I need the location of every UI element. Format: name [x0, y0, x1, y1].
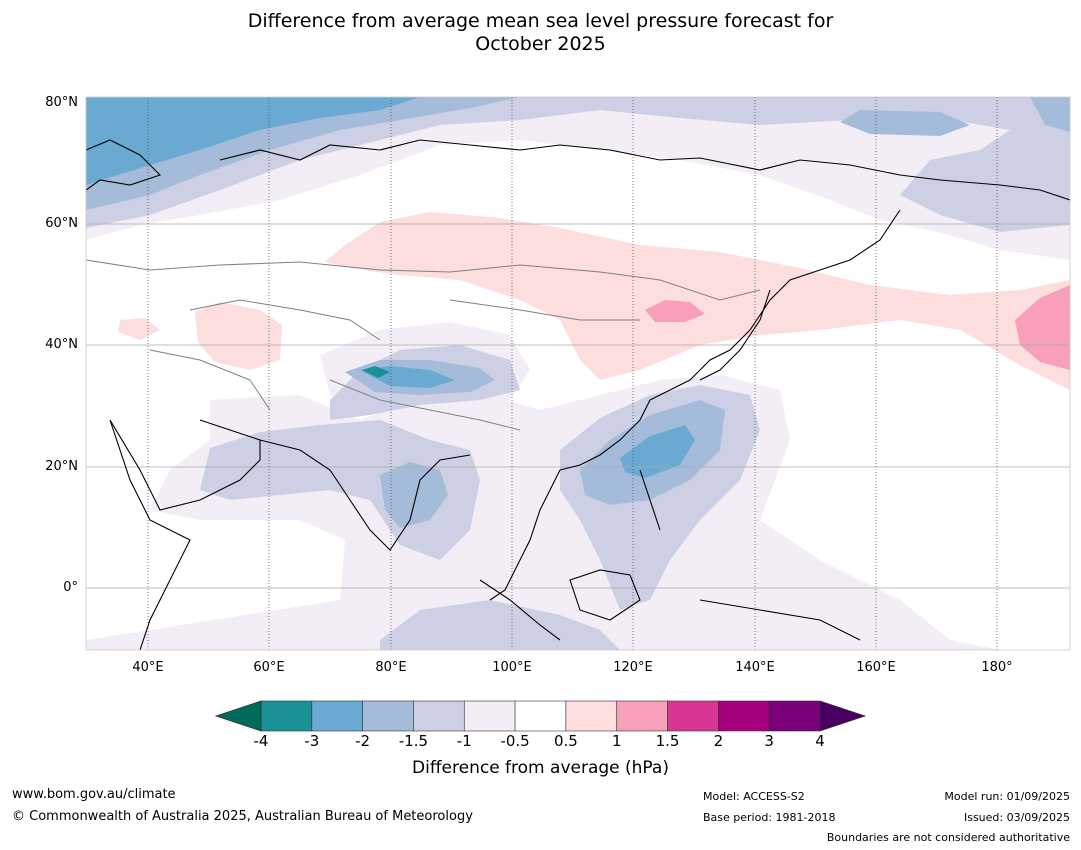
- colorbar-over-arrow: [819, 700, 867, 732]
- colorbar-tick-label: -4: [253, 732, 269, 750]
- lon-label-180: 180°: [981, 660, 1013, 675]
- footer-base-period: Base period: 1981-2018: [703, 811, 836, 824]
- colorbar-under-arrow: [214, 700, 262, 732]
- coastline-borneo: [569, 569, 641, 621]
- anomaly-region-arctic-blue-far-east: [1030, 97, 1070, 132]
- colorbar-tick-label: -3: [304, 732, 320, 750]
- map-title-line1: Difference from average mean sea level p…: [247, 10, 834, 32]
- colorbar-tick-label: 0.5: [553, 732, 578, 750]
- anomaly-region-pacific-strong-positive: [1015, 285, 1070, 370]
- anomaly-region-mongolia-strong-positive: [645, 300, 705, 322]
- footer-disclaimer: Boundaries are not considered authoritat…: [826, 831, 1070, 844]
- colorbar-segment: [667, 700, 719, 732]
- anomaly-region-india-blue: [380, 462, 448, 528]
- coastline-china: [559, 389, 671, 471]
- anomaly-region-arctic-blue-east: [840, 110, 970, 136]
- anomaly-region-indonesia-mid: [380, 600, 620, 650]
- colorbar-tick-label: 2: [713, 732, 724, 750]
- coastline-new-guinea: [699, 599, 861, 641]
- colorbar-segment: [260, 700, 313, 732]
- coastline-india: [259, 439, 471, 551]
- border-russia-south: [86, 259, 761, 301]
- anomaly-region-caspian-positive: [118, 318, 160, 340]
- colorbar-tick-label: 1: [611, 732, 622, 750]
- lon-label-80e: 80°E: [375, 660, 407, 675]
- footer-model-run: Model run: 01/09/2025: [944, 790, 1070, 803]
- lat-label-40n: 40°N: [45, 337, 78, 352]
- colorbar-tick-label: -1.5: [398, 732, 429, 750]
- lon-label-120e: 120°E: [613, 660, 653, 675]
- anomaly-region-philippine-sea-strong: [620, 425, 695, 478]
- coastline-arctic: [219, 139, 1070, 201]
- lon-label-40e: 40°E: [132, 660, 164, 675]
- coastline-indochina: [489, 469, 561, 601]
- colorbar-segment: [514, 700, 567, 732]
- map-title-line2: October 2025: [475, 33, 606, 55]
- pressure-anomaly-map: [85, 96, 1071, 651]
- colorbar-segment: [565, 700, 618, 732]
- colorbar-segment: [718, 700, 770, 732]
- lat-label-80n: 80°N: [45, 95, 78, 110]
- coastline-scandinavia: [86, 139, 162, 191]
- colorbar: [214, 700, 867, 732]
- lon-label-60e: 60°E: [253, 660, 285, 675]
- footer-issued: Issued: 03/09/2025: [963, 811, 1070, 824]
- border-himalaya: [329, 379, 521, 431]
- coastline-sumatra: [479, 579, 561, 641]
- lat-label-20n: 20°N: [45, 459, 78, 474]
- lon-label-140e: 140°E: [735, 660, 775, 675]
- anomaly-region-arctic-strong: [86, 97, 420, 185]
- colorbar-segment: [362, 700, 414, 732]
- colorbar-tick-label: -1: [456, 732, 472, 750]
- colorbar-segment: [768, 700, 821, 732]
- colorbar-tick-label: -0.5: [500, 732, 530, 750]
- coastline-arabia: [109, 419, 261, 511]
- colorbar-tick-label: 1.5: [655, 732, 680, 750]
- coastline-japan: [699, 289, 771, 381]
- border-central-asia: [189, 299, 381, 341]
- coastline-africa: [109, 419, 191, 650]
- coastline-philippines: [639, 469, 661, 531]
- colorbar-segment: [463, 700, 516, 732]
- graticule-lines: [86, 97, 1070, 650]
- footer-url[interactable]: www.bom.gov.au/climate: [12, 787, 176, 802]
- colorbar-tick-label: 3: [764, 732, 774, 750]
- footer-copyright: © Commonwealth of Australia 2025, Austra…: [12, 809, 473, 824]
- anomaly-region-central-asia-positive: [195, 302, 282, 370]
- coastlines: [86, 139, 1070, 650]
- border-china-mongolia: [449, 299, 640, 321]
- colorbar-tick-label: -2: [355, 732, 371, 750]
- lon-label-100e: 100°E: [492, 660, 532, 675]
- colorbar-segment: [413, 700, 465, 732]
- lon-label-160e: 160°E: [856, 660, 896, 675]
- border-iran: [149, 349, 271, 411]
- anomaly-region-siberia-positive: [325, 212, 1070, 390]
- colorbar-title: Difference from average (hPa): [412, 758, 669, 778]
- coastline-pacific-east: [669, 209, 901, 391]
- colorbar-tick-label: 4: [815, 732, 825, 750]
- map-frame: [85, 96, 1071, 651]
- footer-model: Model: ACCESS-S2: [703, 790, 805, 803]
- lat-label-0: 0°: [63, 580, 78, 595]
- anomaly-region-tibet-strongest: [362, 366, 390, 378]
- colorbar-segment: [311, 700, 363, 732]
- country-borders: [86, 259, 761, 431]
- lat-label-60n: 60°N: [45, 216, 78, 231]
- colorbar-segment: [616, 700, 668, 732]
